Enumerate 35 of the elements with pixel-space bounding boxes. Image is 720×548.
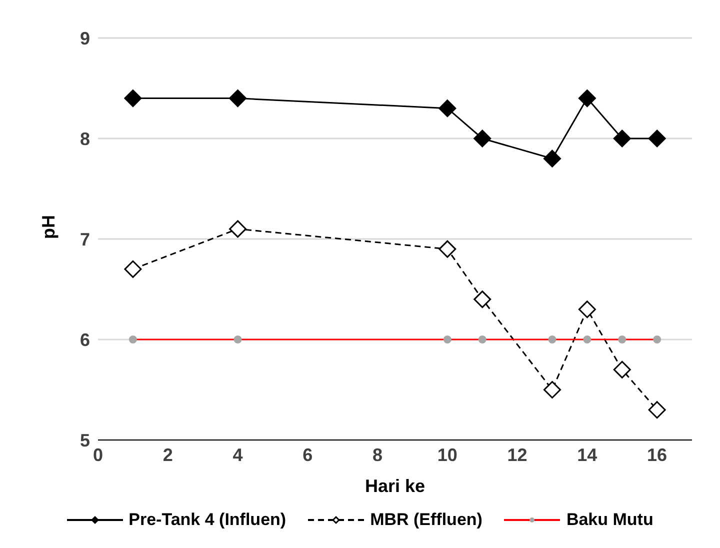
y-tick-label: 9 bbox=[80, 28, 90, 48]
point bbox=[124, 260, 142, 278]
x-tick-label: 10 bbox=[437, 444, 458, 465]
point bbox=[474, 290, 492, 308]
x-tick-label: 4 bbox=[232, 444, 243, 465]
point bbox=[438, 240, 456, 258]
y-tick-label: 6 bbox=[80, 330, 90, 350]
point bbox=[613, 360, 631, 378]
point bbox=[229, 220, 247, 238]
legend-label: Pre-Tank 4 (Influen) bbox=[128, 510, 286, 530]
legend-label: Baku Mutu bbox=[566, 510, 654, 530]
point bbox=[438, 100, 456, 118]
x-tick-label: 8 bbox=[372, 444, 383, 465]
x-tick-label: 2 bbox=[162, 444, 173, 465]
point bbox=[474, 130, 492, 148]
point bbox=[648, 401, 666, 419]
point bbox=[229, 90, 247, 108]
y-tick-label: 7 bbox=[80, 229, 90, 250]
point bbox=[124, 90, 142, 108]
point bbox=[543, 150, 561, 168]
x-tick-label: 12 bbox=[507, 444, 528, 465]
point bbox=[578, 300, 596, 318]
point bbox=[613, 130, 631, 148]
point bbox=[648, 130, 666, 148]
point bbox=[543, 381, 561, 398]
legend-label: MBR (Effluen) bbox=[370, 510, 482, 530]
point bbox=[578, 90, 596, 108]
y-axis-title: pH bbox=[38, 215, 58, 239]
x-tick-label: 6 bbox=[302, 444, 313, 465]
x-tick-label: 0 bbox=[92, 444, 104, 465]
x-tick-label: 16 bbox=[647, 444, 668, 465]
x-tick-label: 14 bbox=[577, 444, 598, 465]
y-tick-label: 5 bbox=[80, 430, 90, 450]
x-axis-title: Hari ke bbox=[364, 476, 426, 496]
y-tick-label: 8 bbox=[80, 128, 90, 149]
